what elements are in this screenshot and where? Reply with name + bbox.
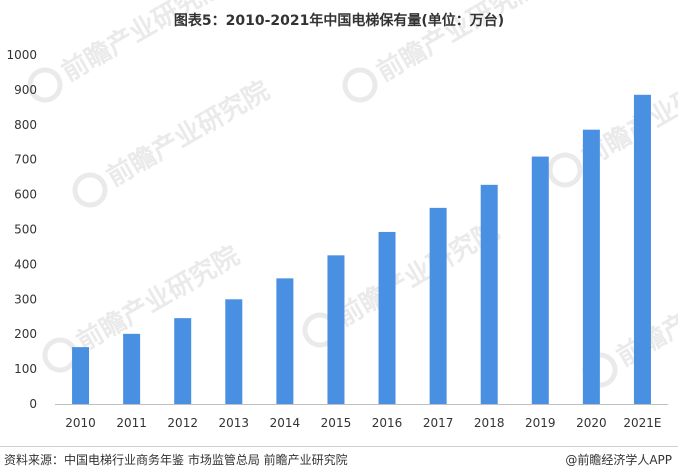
bar-2020: [582, 129, 600, 404]
y-tick-label: 600: [14, 188, 37, 202]
x-tick-label: 2017: [423, 416, 454, 430]
watermark: 前瞻产业研究院: [42, 240, 245, 373]
x-tick-label: 2015: [321, 416, 352, 430]
bar-2021E: [633, 94, 651, 404]
watermark-text: 前瞻产业研究院: [72, 240, 245, 358]
bar-2016: [378, 231, 396, 404]
x-tick-label: 2010: [65, 416, 96, 430]
bar-2013: [225, 299, 243, 404]
watermark: 前瞻产业研究院: [547, 55, 678, 188]
credit-note: @前瞻经济学人APP: [565, 453, 672, 467]
bar-2010: [72, 347, 90, 404]
watermark-text: 前瞻产业研究院: [332, 215, 505, 333]
qianzhan-logo-icon: [547, 152, 583, 188]
y-tick-label: 1000: [6, 48, 37, 62]
y-tick-label: 300: [14, 292, 37, 306]
x-tick-label: 2021E: [623, 416, 661, 430]
y-tick-label: 900: [14, 83, 37, 97]
bar-series: [72, 94, 651, 404]
bar-2011: [123, 333, 141, 404]
watermark: 前瞻产业研究院: [72, 75, 275, 208]
x-tick-label: 2014: [270, 416, 301, 430]
chart-title: 图表5：2010-2021年中国电梯保有量(单位：万台): [174, 12, 504, 29]
y-axis: 0 100 200 300 400 500 600 700 800 900 1000: [6, 48, 37, 411]
y-tick-label: 800: [14, 118, 37, 132]
qianzhan-logo-icon: [342, 67, 378, 103]
y-tick-label: 0: [29, 397, 37, 411]
bar-2019: [531, 156, 549, 404]
bar-2018: [480, 184, 498, 404]
x-tick-label: 2011: [116, 416, 147, 430]
footer: 资料来源：中国电梯行业商务年鉴 市场监管总局 前瞻产业研究院 @前瞻经济学人AP…: [0, 446, 678, 471]
x-tick-label: 2016: [372, 416, 403, 430]
qianzhan-logo-icon: [72, 172, 108, 208]
x-tick-label: 2018: [474, 416, 505, 430]
qianzhan-logo-icon: [27, 67, 63, 103]
bar-2015: [327, 255, 345, 404]
y-tick-label: 200: [14, 327, 37, 341]
x-tick-label: 2020: [576, 416, 607, 430]
x-tick-label: 2013: [219, 416, 250, 430]
y-tick-label: 500: [14, 223, 37, 237]
watermark-text: 前瞻产业研究院: [102, 75, 275, 193]
x-tick-label: 2019: [525, 416, 556, 430]
x-axis: 2010 2011 2012 2013 2014 2015 2016 2017 2018 2019…: [65, 416, 661, 430]
source-note: 资料来源：中国电梯行业商务年鉴 市场监管总局 前瞻产业研究院: [4, 453, 348, 467]
y-tick-label: 100: [14, 362, 37, 376]
bar-2017: [429, 207, 447, 404]
x-tick-label: 2012: [167, 416, 198, 430]
y-tick-label: 400: [14, 257, 37, 271]
bar-2014: [276, 278, 294, 404]
bar-2012: [174, 318, 192, 404]
y-tick-label: 700: [14, 153, 37, 167]
